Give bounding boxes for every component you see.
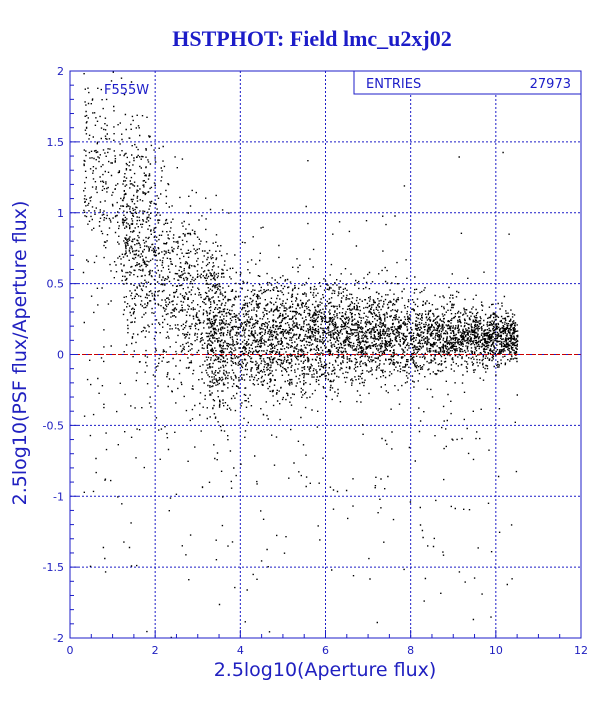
stats-box: ENTRIES 27973 bbox=[353, 70, 582, 95]
y-tick-label: 1 bbox=[57, 207, 64, 220]
stats-entries-value: 27973 bbox=[530, 77, 571, 92]
y-axis-label: 2.5log10(PSF flux/Aperture flux) bbox=[9, 201, 31, 506]
y-tick-label: 1.5 bbox=[47, 136, 65, 149]
y-tick-label: -1.5 bbox=[43, 561, 64, 574]
y-tick-label: 2 bbox=[57, 65, 64, 78]
y-tick-label: -0.5 bbox=[43, 419, 64, 432]
x-tick-label: 2 bbox=[152, 644, 159, 657]
filter-label: F555W bbox=[104, 83, 149, 98]
y-axis-ticks: -2 -1.5 -1 -0.5 0 0.5 1 1.5 2 bbox=[43, 65, 78, 645]
x-tick-label: 12 bbox=[574, 644, 588, 657]
x-tick-label: 10 bbox=[489, 644, 503, 657]
stats-box-frame bbox=[353, 70, 582, 95]
x-tick-label: 6 bbox=[322, 644, 329, 657]
y-tick-label: 0.5 bbox=[47, 278, 65, 291]
x-axis-label: 2.5log10(Aperture flux) bbox=[214, 659, 437, 681]
x-tick-label: 8 bbox=[407, 644, 414, 657]
stats-entries-label: ENTRIES bbox=[366, 77, 421, 92]
x-axis-ticks: 0 2 4 6 8 10 12 bbox=[67, 630, 588, 657]
chart-title: HSTPHOT: Field lmc_u2xj02 bbox=[172, 26, 451, 51]
y-tick-label: -1 bbox=[53, 490, 64, 503]
y-tick-label: 0 bbox=[57, 349, 64, 362]
y-tick-label: -2 bbox=[53, 632, 64, 645]
x-tick-label: 0 bbox=[67, 644, 74, 657]
x-tick-label: 4 bbox=[237, 644, 244, 657]
